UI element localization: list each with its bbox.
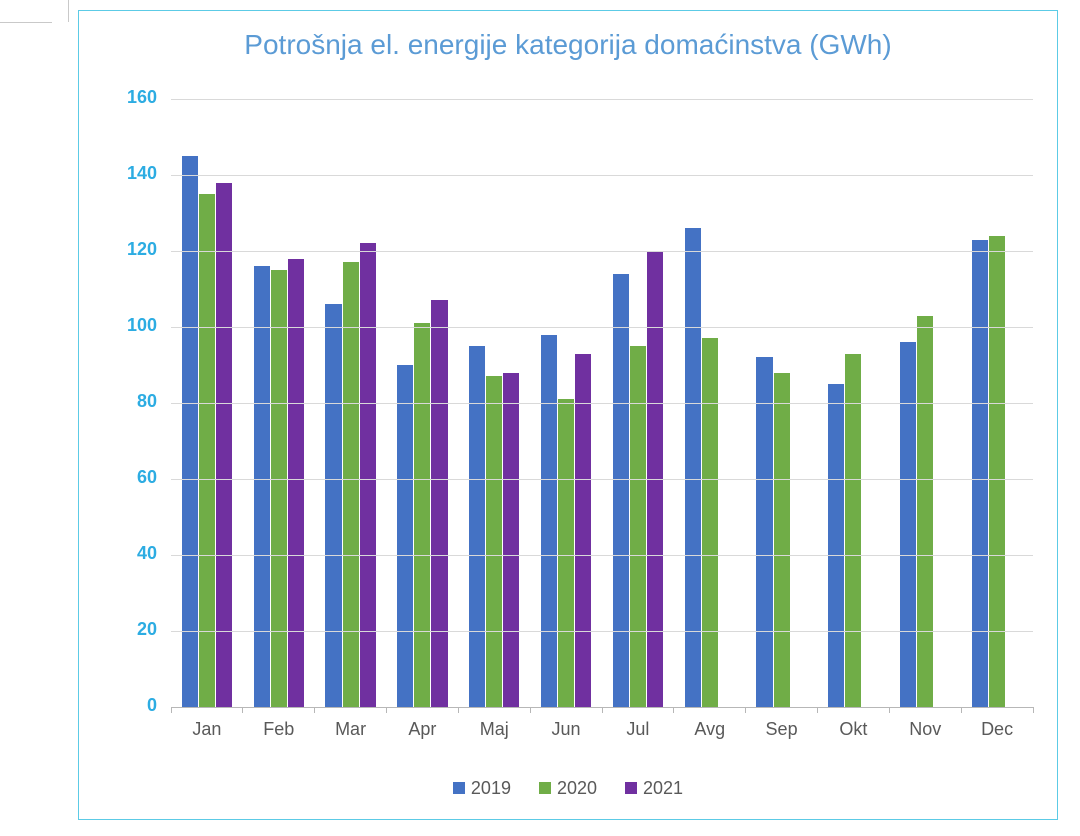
x-tick-label: Maj — [458, 719, 530, 740]
legend-item: 2021 — [625, 778, 683, 799]
x-tick-mark — [745, 707, 746, 713]
y-tick-label: 0 — [107, 695, 157, 716]
bar — [360, 243, 376, 707]
bar — [558, 399, 574, 707]
bar — [469, 346, 485, 707]
x-tick-label: Dec — [961, 719, 1033, 740]
x-tick-label: Jul — [602, 719, 674, 740]
bar — [397, 365, 413, 707]
chart-frame: Potrošnja el. energije kategorija domaći… — [78, 10, 1058, 820]
x-tick-label: Sep — [746, 719, 818, 740]
gridline — [171, 251, 1033, 252]
bar — [414, 323, 430, 707]
bar — [288, 259, 304, 707]
x-tick-mark — [889, 707, 890, 713]
x-tick-label: Feb — [243, 719, 315, 740]
bar — [575, 354, 591, 707]
bar — [828, 384, 844, 707]
gridline — [171, 403, 1033, 404]
x-tick-label: Mar — [315, 719, 387, 740]
legend-label: 2021 — [643, 778, 683, 799]
x-tick-mark — [386, 707, 387, 713]
bar — [900, 342, 916, 707]
y-tick-label: 100 — [107, 315, 157, 336]
bar — [972, 240, 988, 707]
x-tick-label: Jan — [171, 719, 243, 740]
gridline — [171, 555, 1033, 556]
bar — [343, 262, 359, 707]
x-tick-mark — [817, 707, 818, 713]
legend-item: 2019 — [453, 778, 511, 799]
legend-label: 2019 — [471, 778, 511, 799]
y-tick-label: 60 — [107, 467, 157, 488]
page-rule-marks — [0, 0, 72, 28]
gridline — [171, 175, 1033, 176]
bar — [541, 335, 557, 707]
bar — [613, 274, 629, 707]
bar — [702, 338, 718, 707]
x-tick-label: Jun — [530, 719, 602, 740]
legend-swatch — [539, 782, 551, 794]
plot-area: 020406080100120140160JanFebMarAprMajJunJ… — [171, 99, 1033, 707]
y-tick-label: 140 — [107, 163, 157, 184]
x-tick-mark — [673, 707, 674, 713]
bar — [503, 373, 519, 707]
x-tick-mark — [171, 707, 172, 713]
y-tick-label: 40 — [107, 543, 157, 564]
bar — [845, 354, 861, 707]
x-tick-mark — [602, 707, 603, 713]
bar — [917, 316, 933, 707]
bar — [685, 228, 701, 707]
bar — [756, 357, 772, 707]
gridline — [171, 479, 1033, 480]
bar — [989, 236, 1005, 707]
legend-swatch — [625, 782, 637, 794]
x-tick-label: Apr — [387, 719, 459, 740]
bar — [630, 346, 646, 707]
gridline — [171, 631, 1033, 632]
x-tick-mark — [1033, 707, 1034, 713]
bar — [182, 156, 198, 707]
legend-swatch — [453, 782, 465, 794]
bar — [431, 300, 447, 707]
bar — [325, 304, 341, 707]
bar — [774, 373, 790, 707]
x-tick-label: Avg — [674, 719, 746, 740]
x-tick-mark — [530, 707, 531, 713]
bar — [271, 270, 287, 707]
legend: 2019 2020 2021 — [79, 778, 1057, 800]
x-tick-mark — [961, 707, 962, 713]
x-tick-mark — [242, 707, 243, 713]
y-tick-label: 80 — [107, 391, 157, 412]
y-tick-label: 160 — [107, 87, 157, 108]
x-tick-mark — [314, 707, 315, 713]
legend-label: 2020 — [557, 778, 597, 799]
bar — [216, 183, 232, 707]
bar — [486, 376, 502, 707]
chart-title: Potrošnja el. energije kategorija domaći… — [79, 29, 1057, 61]
y-tick-label: 20 — [107, 619, 157, 640]
legend-item: 2020 — [539, 778, 597, 799]
gridline — [171, 327, 1033, 328]
x-tick-label: Nov — [889, 719, 961, 740]
gridline — [171, 99, 1033, 100]
y-tick-label: 120 — [107, 239, 157, 260]
bar — [254, 266, 270, 707]
x-tick-mark — [458, 707, 459, 713]
x-tick-label: Okt — [818, 719, 890, 740]
